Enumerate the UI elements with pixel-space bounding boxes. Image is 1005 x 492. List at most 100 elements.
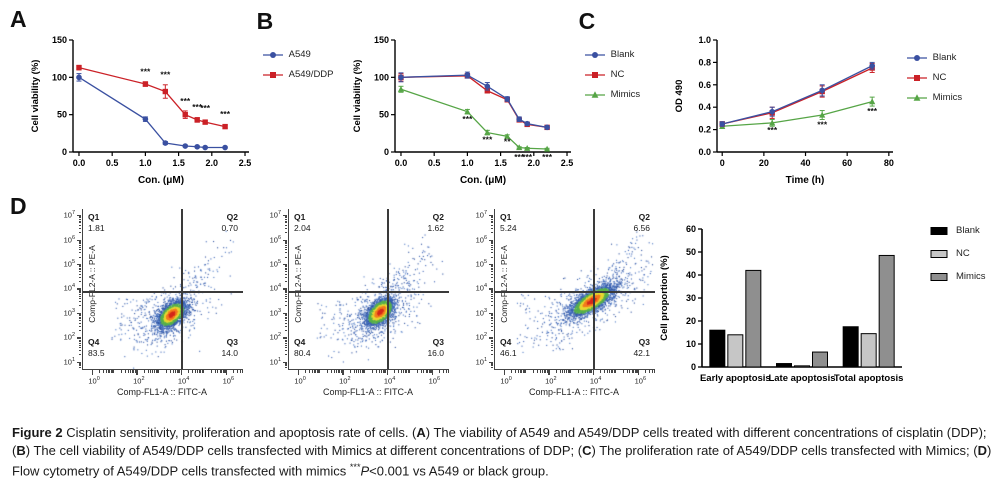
axis-tick <box>353 370 355 373</box>
y-tick-label: 106 <box>63 234 75 245</box>
axis-tick <box>224 370 226 373</box>
svg-text:**: ** <box>504 137 511 147</box>
axis-tick <box>431 370 434 375</box>
y-tick-label: 107 <box>269 210 281 220</box>
y-tick-label: 102 <box>269 332 281 342</box>
svg-text:0: 0 <box>719 158 724 168</box>
axis-tick <box>562 370 564 373</box>
viability-chart-mimics: 0.0 0.5 1.0 1.5 2.0 2.5 0 50 100 150 Con. (μM) Cell… <box>349 30 579 193</box>
axis-tick <box>284 344 287 346</box>
axis-tick <box>78 290 81 292</box>
axis-tick <box>78 244 81 246</box>
axis-tick <box>537 370 539 373</box>
axis-tick <box>488 215 493 217</box>
axis-tick <box>78 364 81 366</box>
svg-text:***: *** <box>482 134 493 144</box>
axis-tick <box>284 293 287 295</box>
axis-tick <box>135 370 137 373</box>
panel-c-header: C Blank NC Mimics <box>579 8 671 101</box>
axis-tick <box>490 362 493 364</box>
axis-tick <box>98 370 100 373</box>
axis-tick <box>76 337 81 339</box>
axis-tick <box>420 370 422 373</box>
svg-text:0.5: 0.5 <box>106 158 119 168</box>
legend-bar-chart: Blank NC Mimics <box>930 225 986 410</box>
axis-tick <box>337 370 339 373</box>
axis-tick <box>490 241 493 243</box>
svg-text:40: 40 <box>686 270 696 280</box>
axis-tick <box>490 267 493 269</box>
svg-text:1.0: 1.0 <box>698 35 711 45</box>
svg-text:***: *** <box>180 96 191 106</box>
legend-label: NC <box>956 248 970 259</box>
circle-marker-icon <box>906 54 927 61</box>
axis-tick <box>539 370 541 373</box>
quadrant-q3-stat: Q3 42.1 <box>633 337 650 359</box>
axis-tick <box>284 232 287 234</box>
y-tick-label: 102 <box>475 332 487 342</box>
axis-tick <box>225 370 228 375</box>
axis-tick <box>136 370 138 375</box>
y-tick-label: 101 <box>63 356 75 367</box>
axis-tick <box>490 365 493 367</box>
axis-tick <box>113 370 115 373</box>
axis-tick <box>490 269 493 271</box>
axis-tick <box>282 239 287 241</box>
axis-tick <box>490 266 493 268</box>
axis-tick <box>78 295 81 297</box>
axis-tick <box>284 341 287 343</box>
axis-tick <box>333 370 335 373</box>
axis-tick <box>488 263 493 266</box>
axis-tick <box>428 370 430 373</box>
axis-tick <box>584 370 586 373</box>
caption-segment: P <box>360 463 370 479</box>
axis-tick <box>622 370 624 373</box>
axis-tick <box>490 322 493 324</box>
svg-text:150: 150 <box>374 35 389 45</box>
axis-tick <box>522 370 524 373</box>
axis-tick <box>78 217 81 219</box>
x-tick-label: 106 <box>222 376 235 386</box>
axis-tick <box>78 220 81 222</box>
axis-tick <box>131 370 133 373</box>
caption-segment: *** <box>349 461 361 472</box>
axis-tick <box>284 256 287 258</box>
axis-tick <box>169 370 171 373</box>
svg-text:50: 50 <box>686 247 696 257</box>
axis-tick <box>488 312 493 315</box>
axis-tick <box>607 370 609 373</box>
axis-tick <box>284 217 287 219</box>
axis-tick <box>586 370 588 373</box>
svg-text:Cell viability (%): Cell viability (%) <box>30 60 41 133</box>
axis-tick <box>634 370 636 373</box>
svg-text:100: 100 <box>52 72 67 82</box>
axis-tick <box>490 244 493 246</box>
quadrant-q4-stat: Q4 83.5 <box>88 337 105 359</box>
figure-caption: Figure 2 Cisplatin sensitivity, prolifer… <box>12 424 997 481</box>
axis-tick <box>490 220 493 222</box>
axis-tick <box>284 216 287 218</box>
svg-text:100: 100 <box>374 72 389 82</box>
axis-tick <box>297 370 299 375</box>
x-tick-label: 102 <box>545 376 557 386</box>
svg-text:Con. (μM): Con. (μM) <box>138 175 184 186</box>
x-tick-label: 100 <box>88 376 100 386</box>
axis-tick <box>179 370 181 373</box>
axis-tick <box>488 337 493 339</box>
legend-item-blank: Blank <box>584 49 671 60</box>
triangle-marker-icon <box>584 90 605 98</box>
x-tick-label: 104 <box>589 376 602 386</box>
panel-a: A 0.0 0.5 1.0 1.5 2.0 2.5 0 50 100 150 Con. (μM) Ce… <box>10 8 257 193</box>
axis-tick <box>490 318 493 320</box>
x-tick-label: 102 <box>339 376 351 386</box>
svg-text:40: 40 <box>800 158 810 168</box>
axis-tick <box>439 370 441 373</box>
axis-tick <box>233 370 235 373</box>
axis-tick <box>319 370 321 373</box>
axis-tick <box>284 267 287 269</box>
axis-tick <box>76 312 81 315</box>
axis-tick <box>488 361 493 363</box>
axis-tick <box>284 289 287 291</box>
axis-tick <box>360 370 362 373</box>
axis-tick <box>158 370 160 373</box>
